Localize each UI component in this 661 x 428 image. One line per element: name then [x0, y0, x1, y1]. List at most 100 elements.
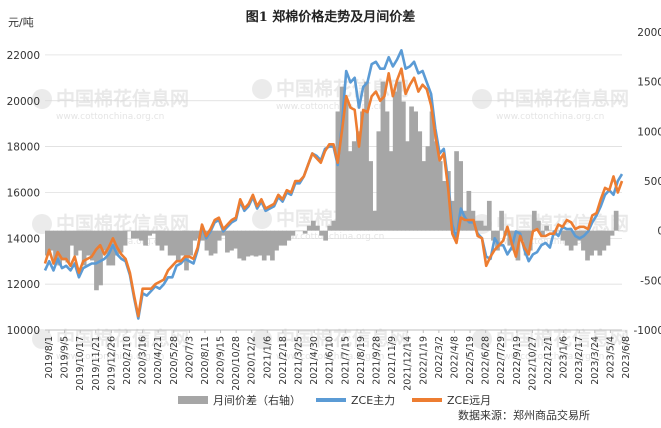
x-tick-label: 2021/9/28	[371, 336, 382, 385]
spread-bar	[581, 230, 586, 251]
spread-bar	[261, 230, 267, 261]
spread-bar	[290, 230, 296, 236]
x-tick-label: 2022/7/29	[496, 336, 507, 385]
spread-bar	[343, 101, 349, 231]
spread-bar	[49, 230, 54, 251]
spread-bar	[474, 220, 480, 231]
right-tick-label: -500	[640, 275, 661, 287]
spread-bar	[589, 230, 594, 256]
spread-bar	[257, 230, 263, 256]
spread-bar	[396, 81, 402, 231]
spread-bar	[69, 230, 75, 246]
spread-bar	[294, 230, 300, 232]
watermark-url: www.cottonchina.org.cn	[276, 232, 384, 242]
spread-bar	[237, 230, 243, 259]
x-tick-label: 2020/5/28	[169, 336, 180, 385]
spread-bar	[245, 230, 251, 257]
spread-bar	[229, 230, 234, 251]
spread-bar	[61, 230, 67, 261]
watermark: 中国棉花信息网 www.cottonchina.org.cn	[472, 87, 629, 122]
watermark-name: 中国棉花信息网	[276, 327, 409, 350]
spread-bar	[274, 230, 279, 251]
watermark-logo	[32, 89, 52, 109]
watermark: 中国棉花信息网 www.cottonchina.org.cn	[32, 327, 189, 362]
x-tick-label: 2020/7/3	[184, 336, 195, 379]
legend-item-far: ZCE远月	[412, 392, 491, 408]
watermark: 中国棉花信息网 www.cottonchina.org.cn	[252, 327, 409, 362]
right-tick-label: 1000	[637, 126, 661, 138]
spread-bar	[548, 230, 554, 232]
right-tick-label: 0	[657, 226, 661, 238]
x-tick-label: 2023/3/24	[590, 336, 601, 385]
x-tick-label: 2022/3/2	[434, 336, 445, 379]
spread-bar	[249, 230, 255, 256]
spread-bar	[405, 141, 410, 231]
watermark-logo	[252, 329, 272, 349]
spread-bar	[544, 225, 549, 231]
watermark: 中国棉花信息网 www.cottonchina.org.cn	[32, 87, 189, 122]
spread-bar	[556, 230, 562, 232]
spread-bar	[265, 230, 271, 256]
watermark-logo	[32, 214, 52, 234]
spread-bar	[441, 181, 447, 231]
watermark-name: 中国棉花信息网	[496, 327, 629, 350]
spread-bar	[65, 230, 71, 263]
spread-bar	[351, 141, 357, 231]
watermark-url: www.cottonchina.org.cn	[496, 352, 604, 362]
spread-bar	[184, 230, 189, 271]
spread-bar	[302, 230, 308, 234]
spread-bar	[163, 230, 169, 246]
legend-swatch-far	[412, 398, 442, 402]
watermark-layer: 中国棉花信息网 www.cottonchina.org.cn 中国棉花信息网 www.…	[32, 77, 629, 362]
legend-label-far: ZCE远月	[447, 394, 492, 407]
spread-bar	[143, 230, 148, 246]
spread-bar	[540, 230, 545, 236]
spread-bar	[425, 146, 431, 231]
spread-bar	[564, 230, 570, 246]
spread-bar	[73, 230, 79, 256]
x-tick-label: 2022/6/28	[481, 336, 492, 385]
spread-bar	[310, 220, 316, 231]
watermark-name: 中国棉花信息网	[496, 87, 629, 110]
spread-bar	[458, 161, 464, 231]
legend-swatch-spread	[178, 396, 208, 404]
spread-bar	[253, 230, 259, 257]
watermark-name: 中国棉花信息网	[56, 212, 189, 235]
x-axis-ticks: 2019/8/1 2019/9/5 2019/10/17 2019/11/21 2019…	[44, 330, 632, 391]
x-tick-label: 2022/4/8	[449, 336, 460, 379]
x-tick-label: 2020/2/10	[122, 336, 133, 385]
spread-bar	[77, 230, 83, 251]
watermark-logo	[472, 89, 492, 109]
watermark-name: 中国棉花信息网	[56, 327, 189, 350]
x-tick-label: 2020/3/16	[138, 336, 149, 385]
spread-bar	[437, 161, 443, 231]
left-tick-label: 14000	[7, 233, 40, 245]
spread-bar	[482, 225, 488, 231]
spread-bar	[282, 230, 288, 246]
left-tick-label: 22000	[7, 50, 40, 62]
spread-bar	[315, 225, 320, 231]
spread-bar	[364, 81, 369, 231]
x-tick-label: 2021/11/9	[387, 336, 398, 385]
spread-bar	[572, 230, 578, 246]
right-tick-label: 2000	[637, 27, 661, 39]
far-month-price-line	[43, 67, 624, 318]
legend-swatch-main	[316, 398, 346, 402]
spread-bar	[102, 230, 107, 251]
spread-bar	[384, 111, 390, 231]
spread-bar	[356, 131, 361, 231]
left-tick-label: 10000	[7, 325, 40, 337]
spread-bar	[220, 230, 226, 236]
spread-bar	[347, 151, 353, 231]
data-source-note: 数据来源：郑州商品交易所	[458, 409, 590, 422]
spread-bar	[601, 230, 607, 251]
spread-bar	[593, 230, 599, 251]
watermark-logo	[252, 79, 272, 99]
left-tick-label: 20000	[7, 96, 40, 108]
watermark: 中国棉花信息网 www.cottonchina.org.cn	[472, 327, 629, 362]
spread-bar	[413, 111, 418, 231]
right-tick-label: 1500	[637, 77, 661, 89]
watermark-logo	[252, 209, 272, 229]
figure-title: 图1 郑棉价格走势及月间价差	[245, 10, 416, 25]
